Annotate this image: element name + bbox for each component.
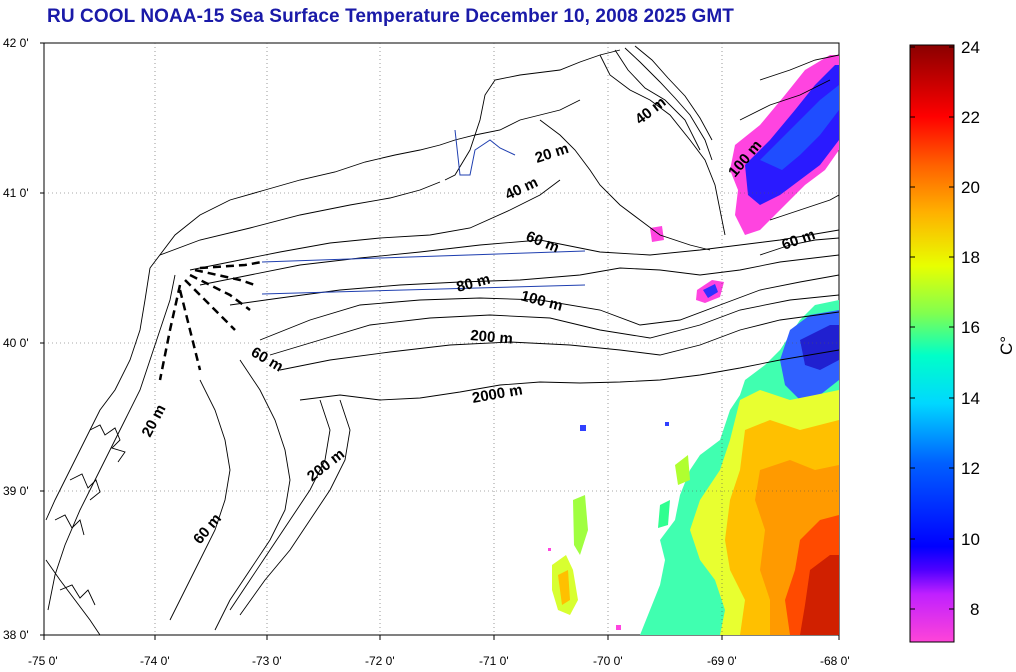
map-title: RU COOL NOAA-15 Sea Surface Temperature … [47, 6, 735, 27]
lon-tick-label: -69 0' [707, 654, 737, 668]
colorbar-tick-label: 22 [961, 108, 980, 127]
colorbar-tick-label: 14 [961, 389, 980, 408]
transect-lines [261, 129, 586, 295]
colorbar-tick-label: 20 [961, 178, 980, 197]
lon-tick-label: -68 0' [820, 654, 850, 668]
longitude-labels: -75 0' -74 0' -73 0' -72 0' -71 0' -70 0… [28, 654, 850, 668]
lon-tick-label: -74 0' [140, 654, 170, 668]
coastline-and-isobaths [45, 45, 840, 636]
sst-data-layer [548, 55, 839, 635]
hudson-dashed-lines [158, 260, 263, 381]
colorbar-tick-label: 8 [970, 600, 979, 619]
latitude-labels: 42 0' 41 0' 40 0' 39 0' 38 0' [3, 36, 29, 642]
lat-tick-label: 40 0' [3, 336, 29, 350]
lon-tick-label: -70 0' [593, 654, 623, 668]
lon-tick-label: -72 0' [365, 654, 395, 668]
colorbar-tick-label: 18 [961, 248, 980, 267]
colorbar-tick-label: 24 [961, 38, 980, 57]
lon-tick-label: -71 0' [479, 654, 509, 668]
lat-tick-label: 39 0' [3, 484, 29, 498]
contour-label: 200 m [470, 327, 514, 348]
colorbar-gradient [909, 44, 955, 643]
colorbar-tick-label: 16 [961, 318, 980, 337]
colorbar-tick-label: 12 [961, 459, 980, 478]
lat-tick-label: 42 0' [3, 36, 29, 50]
lat-tick-label: 38 0' [3, 628, 29, 642]
axis-tick-marks [40, 42, 840, 640]
colorbar: 24 22 20 18 16 14 12 10 8 C° [909, 38, 1016, 643]
colorbar-tick-label: 10 [961, 530, 980, 549]
colorbar-unit-label: C° [997, 336, 1016, 355]
graticule [44, 43, 839, 635]
lon-tick-label: -73 0' [252, 654, 282, 668]
lon-tick-label: -75 0' [28, 654, 58, 668]
colorbar-ticks [910, 46, 954, 610]
lat-tick-label: 41 0' [3, 186, 29, 200]
